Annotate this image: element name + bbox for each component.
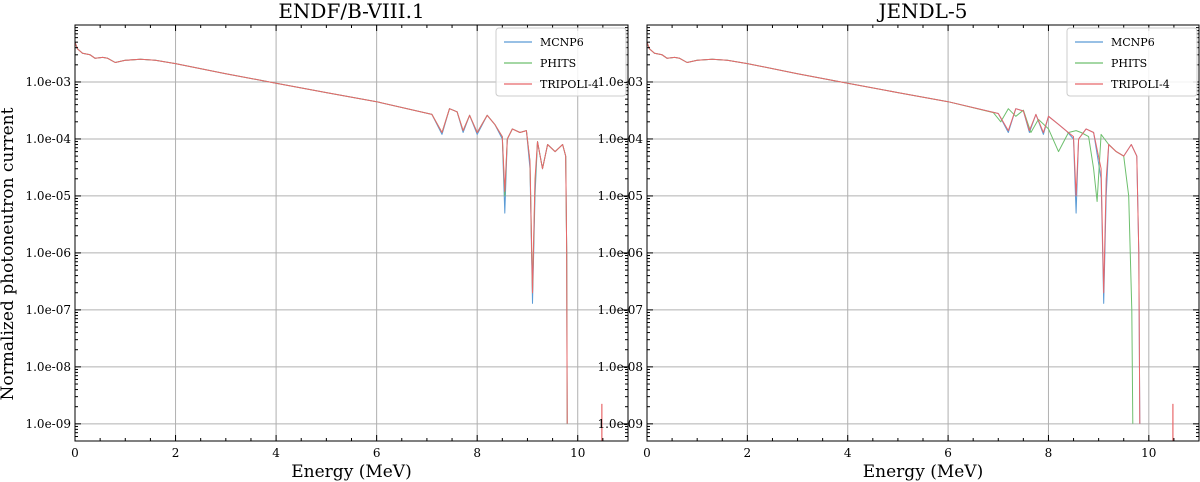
x-tick-label: 10 xyxy=(1141,446,1156,460)
y-tick-label: 1.0e-07 xyxy=(25,303,71,317)
x-tick-label: 4 xyxy=(844,446,852,460)
x-axis-label: Energy (MeV) xyxy=(863,462,983,482)
y-tick-label: 1.0e-09 xyxy=(25,417,71,431)
panel-title: JENDL-5 xyxy=(877,0,968,23)
legend-label-phits: PHITS xyxy=(540,57,576,70)
x-tick-label: 2 xyxy=(172,446,180,460)
legend-box xyxy=(495,27,627,97)
y-tick-label: 1.0e-07 xyxy=(597,303,643,317)
y-tick-label: 1.0e-08 xyxy=(25,360,71,374)
x-tick-label: 8 xyxy=(1045,446,1053,460)
y-tick-label: 1.0e-05 xyxy=(25,189,71,203)
legend-label-tripoli-4: TRIPOLI-4 xyxy=(540,78,599,91)
x-tick-label: 6 xyxy=(373,446,381,460)
y-tick-label: 1.0e-05 xyxy=(597,189,643,203)
chart-panel-endf: ENDF/B-VIII.1 0 2 4 6 8 10 1.0e-03 1.0e-04 1.0e-0… xyxy=(25,0,629,482)
y-tick-label: 1.0e-06 xyxy=(597,246,643,260)
x-tick-label: 4 xyxy=(272,446,280,460)
series-group xyxy=(75,42,603,441)
x-tick-label: 10 xyxy=(570,446,585,460)
legend-label-tripoli-4: TRIPOLI-4 xyxy=(1111,78,1170,91)
x-tick-label: 6 xyxy=(944,446,952,460)
y-tick-label: 1.0e-06 xyxy=(25,246,71,260)
x-axis-label: Energy (MeV) xyxy=(291,462,411,482)
y-tick-label: 1.0e-03 xyxy=(597,75,643,89)
legend-label-phits: PHITS xyxy=(1111,57,1147,70)
legend: MCNP6 PHITS TRIPOLI-4 xyxy=(1066,27,1198,97)
series-line-tripoli-4 xyxy=(647,42,1141,424)
x-tick-label: 2 xyxy=(744,446,752,460)
chart-panel-jendl: JENDL-5 0 2 4 6 8 10 1.0e-03 1.0e-04 1.0e-05 1.0e-… xyxy=(597,0,1200,482)
y-tick-label: 1.0e-04 xyxy=(25,132,71,146)
y-tick-label: 1.0e-09 xyxy=(597,417,643,431)
x-tick-label: 8 xyxy=(473,446,481,460)
legend-label-mcnp6: MCNP6 xyxy=(540,36,584,49)
y-tick-label: 1.0e-04 xyxy=(597,132,643,146)
panel-title: ENDF/B-VIII.1 xyxy=(278,0,424,23)
x-tick-label: 0 xyxy=(71,446,79,460)
y-tick-label: 1.0e-03 xyxy=(25,75,71,89)
x-tick-label: 0 xyxy=(643,446,651,460)
y-tick-label: 1.0e-08 xyxy=(597,360,643,374)
series-line-tripoli-4 xyxy=(75,42,568,424)
legend-label-mcnp6: MCNP6 xyxy=(1111,36,1155,49)
legend-box xyxy=(1066,27,1198,97)
series-group xyxy=(647,42,1174,441)
legend: MCNP6 PHITS TRIPOLI-4 xyxy=(495,27,627,97)
y-axis-label: Normalized photoneutron current xyxy=(0,107,18,400)
